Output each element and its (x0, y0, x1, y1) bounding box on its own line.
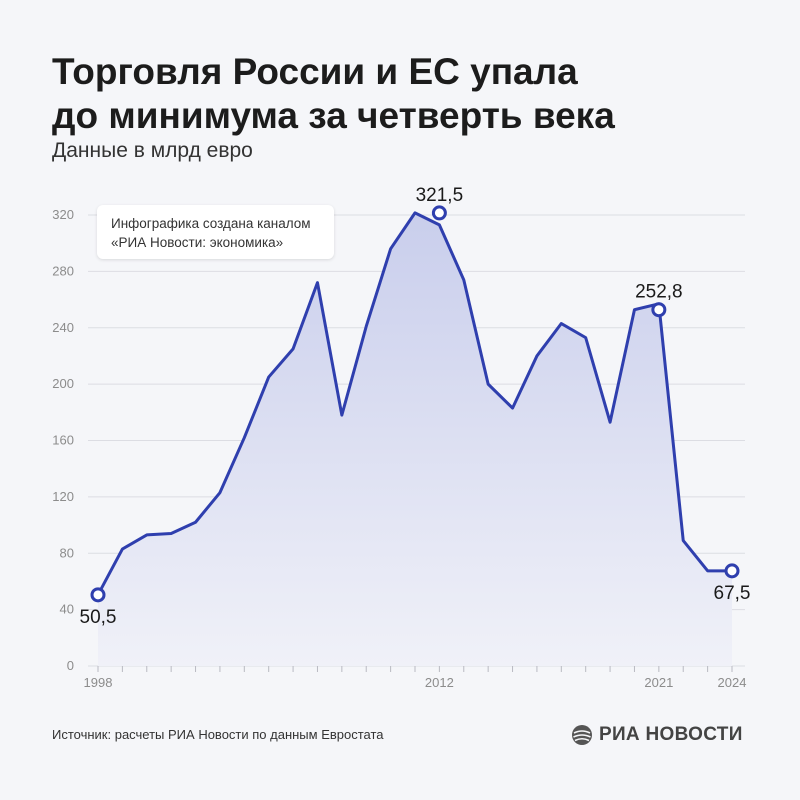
x-tick-label: 2021 (644, 675, 673, 690)
x-tick-label: 2024 (718, 675, 747, 690)
info-note: Инфографика создана каналом «РИА Новости… (97, 205, 334, 259)
note-line-1: Инфографика создана каналом (111, 216, 311, 231)
data-point-marker (431, 205, 447, 221)
chart-title: Торговля России и ЕС упала до минимума з… (52, 50, 772, 138)
x-tick-label: 1998 (84, 675, 113, 690)
ria-globe-icon (572, 725, 592, 745)
series-line (96, 211, 734, 597)
ria-logo: РИА НОВОСТИ (571, 722, 743, 748)
data-labels: 50,5 321,5 252,8 67,5 (80, 185, 751, 628)
x-tick-label: 2012 (425, 675, 454, 690)
y-tick-label: 240 (52, 320, 74, 335)
data-point-marker (651, 302, 667, 318)
logo-text: РИА НОВОСТИ (599, 724, 743, 745)
data-point-marker (724, 563, 740, 579)
source-text: Источник: расчеты РИА Новости по данным … (52, 727, 384, 742)
area-fill (98, 212, 732, 667)
y-tick-label: 0 (67, 658, 74, 673)
y-tick-label: 40 (60, 602, 74, 617)
y-tick-label: 320 (52, 207, 74, 222)
y-tick-label: 80 (60, 545, 74, 560)
chart-subtitle: Данные в млрд евро (52, 139, 253, 162)
note-line-2: «РИА Новости: экономика» (111, 235, 284, 250)
x-axis-ticks: 1998 2012 2021 2024 (84, 666, 747, 690)
data-label: 321,5 (416, 185, 464, 206)
title-line-1: Торговля России и ЕС упала (52, 51, 578, 92)
y-axis-ticks: 0 40 80 120 160 200 240 280 320 (52, 207, 74, 673)
data-points (90, 205, 740, 603)
y-tick-label: 160 (52, 433, 74, 448)
y-tick-label: 200 (52, 376, 74, 391)
data-label: 252,8 (635, 282, 683, 303)
data-point-marker (90, 587, 106, 603)
data-label: 50,5 (80, 607, 117, 628)
y-tick-label: 280 (52, 263, 74, 278)
title-line-2: до минимума за четверть века (52, 95, 615, 136)
y-tick-label: 120 (52, 489, 74, 504)
data-label: 67,5 (714, 583, 751, 604)
